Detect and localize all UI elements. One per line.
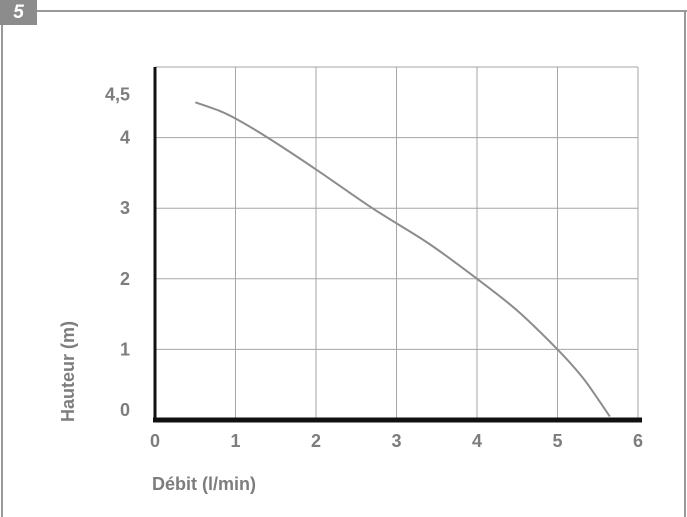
- x-tick-labels: 0 1 2 3 4 5 6: [150, 431, 643, 451]
- x-axis-title: Débit (l/min): [152, 474, 256, 494]
- y-tick-label-3: 3: [120, 198, 130, 218]
- x-tick-label-3: 3: [391, 431, 401, 451]
- y-tick-label-4: 4: [120, 128, 130, 148]
- x-tick-label-0: 0: [150, 431, 160, 451]
- figure-number-badge: 5: [0, 0, 37, 25]
- x-tick-label-2: 2: [311, 431, 321, 451]
- y-tick-label-1: 1: [120, 339, 130, 359]
- y-tick-label-2: 2: [120, 269, 130, 289]
- x-tick-label-1: 1: [230, 431, 240, 451]
- x-tick-label-4: 4: [472, 431, 482, 451]
- grid-layer: [155, 66, 639, 420]
- y-tick-label-0: 0: [120, 400, 130, 420]
- series-layer: [194, 101, 611, 418]
- x-tick-label-6: 6: [633, 431, 643, 451]
- series-line-0: [194, 101, 611, 418]
- axis-layer: [153, 67, 642, 423]
- x-tick-label-5: 5: [552, 431, 562, 451]
- y-tick-label-5: 4,5: [105, 84, 130, 104]
- y-tick-labels: 0 1 2 3 4 4,5: [105, 84, 130, 420]
- y-axis-title: Hauteur (m): [58, 321, 78, 422]
